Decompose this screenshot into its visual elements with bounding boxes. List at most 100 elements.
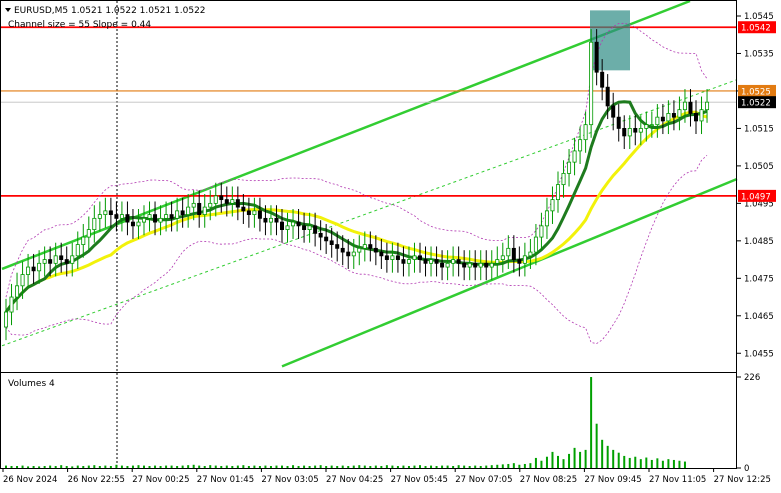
candle-body-6: [37, 262, 42, 272]
price-tick-label-5: 1.0495: [744, 199, 774, 209]
candle-body-121: [671, 113, 676, 118]
time-tick-label-6: 27 Nov 05:45: [391, 475, 448, 485]
candle-body-100: [556, 184, 561, 201]
candle-body-98: [544, 210, 549, 227]
candle-body-8: [48, 259, 53, 264]
candle-body-57: [318, 232, 323, 238]
candle-body-37: [208, 202, 213, 208]
candle-body-43: [241, 206, 246, 212]
candle-body-17: [97, 214, 102, 219]
candle-body-0: [4, 311, 9, 328]
main-plot: [0, 0, 738, 368]
candle-body-44: [246, 210, 251, 216]
moving-average-fast: [4, 100, 708, 313]
channel-lower-line: [281, 177, 738, 368]
candle-body-114: [633, 128, 638, 133]
candle-body-53: [296, 221, 301, 227]
candle-body-78: [434, 259, 439, 264]
candle-body-119: [660, 116, 665, 122]
candle-body-58: [324, 236, 329, 242]
candle-body-25: [141, 217, 146, 223]
candle-body-3: [20, 274, 25, 287]
candle-body-27: [153, 214, 158, 223]
volume-tick-label-0: 226: [744, 373, 760, 383]
volume-axis: 226 0: [737, 373, 760, 474]
candle-body-62: [346, 251, 351, 257]
candle-body-48: [268, 217, 273, 223]
candle-body-64: [357, 247, 362, 253]
candle-body-42: [235, 199, 240, 208]
level-tag-1.0542: 1.0542: [741, 24, 771, 34]
candle-body-99: [550, 199, 555, 212]
candle-body-88: [489, 262, 494, 268]
candle-body-21: [119, 214, 124, 219]
candle-body-116: [644, 124, 649, 129]
candle-body-24: [136, 221, 141, 227]
candle-body-79: [440, 262, 445, 268]
candle-body-59: [329, 240, 334, 245]
moving-average-slow: [4, 110, 708, 313]
volume-plot: [5, 377, 686, 468]
candle-body-111: [616, 116, 621, 129]
level-tag-1.0522: 1.0522: [741, 99, 771, 109]
time-tick-label-1: 26 Nov 22:55: [68, 475, 125, 485]
dropdown-triangle-icon[interactable]: [5, 8, 11, 12]
candle-body-16: [92, 217, 97, 230]
level-tag-bg-1.0542: [738, 21, 776, 34]
candle-body-93: [517, 259, 522, 264]
time-tick-label-9: 27 Nov 09:45: [584, 475, 641, 485]
candle-body-72: [401, 259, 406, 264]
candle-body-10: [59, 255, 64, 260]
candle-body-118: [655, 116, 660, 126]
candle-body-13: [75, 244, 80, 257]
candle-body-26: [147, 214, 152, 219]
candle-body-56: [313, 225, 318, 234]
price-tick-label-7: 1.0475: [744, 274, 774, 284]
candle-body-75: [417, 255, 422, 260]
indicator-line: Channel size = 55 Slope = 0.44: [8, 20, 151, 30]
candle-body-36: [202, 206, 207, 216]
candle-body-107: [594, 41, 599, 73]
candle-body-81: [451, 259, 456, 264]
candle-body-67: [373, 247, 378, 253]
level-tag-bg-1.0497: [738, 189, 776, 202]
candle-body-117: [649, 124, 654, 127]
envelope-upper: [5, 22, 708, 298]
volumes-label: Volumes 4: [8, 379, 55, 389]
candle-body-102: [567, 161, 572, 174]
envelope-lower: [5, 155, 708, 345]
candle-body-110: [611, 105, 616, 118]
candle-body-89: [495, 259, 500, 264]
candle-body-51: [285, 225, 290, 230]
candle-body-109: [605, 86, 610, 107]
candle-body-11: [64, 259, 69, 264]
price-axis: 1.05451.05351.05251.05151.05051.04951.04…: [737, 12, 774, 359]
candle-body-30: [169, 214, 174, 219]
candle-body-40: [224, 199, 229, 204]
candle-body-69: [384, 255, 389, 260]
time-tick-label-2: 27 Nov 00:25: [132, 475, 189, 485]
time-tick-label-0: 26 Nov 2024: [3, 475, 57, 485]
time-tick-label-8: 27 Nov 08:25: [520, 475, 577, 485]
candle-body-34: [191, 202, 196, 208]
candle-body-32: [180, 210, 185, 216]
candle-body-50: [279, 221, 284, 230]
candle-body-66: [368, 244, 373, 249]
candle-body-101: [561, 172, 566, 186]
candle-body-55: [307, 225, 312, 230]
candle-body-120: [666, 113, 671, 122]
candle-body-112: [622, 128, 627, 137]
candle-body-123: [682, 101, 687, 111]
time-tick-label-10: 27 Nov 11:05: [649, 475, 706, 485]
candle-body-127: [705, 101, 710, 111]
candle-body-84: [467, 262, 472, 268]
candle-body-85: [473, 262, 478, 268]
candle-body-65: [362, 244, 367, 249]
candle-body-9: [53, 255, 58, 264]
candle-body-63: [351, 251, 356, 257]
candle-body-74: [412, 255, 417, 260]
candle-body-45: [252, 210, 257, 216]
price-level-labels: 1.0542 1.0525 1.0522 1.0497: [738, 21, 776, 202]
